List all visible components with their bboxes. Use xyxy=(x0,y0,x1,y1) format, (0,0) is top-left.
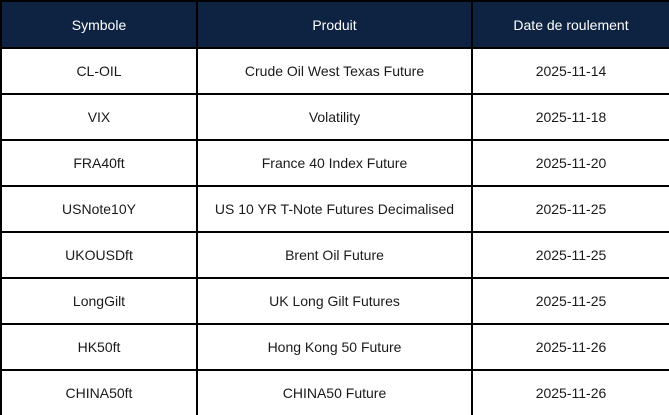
product-cell: US 10 YR T-Note Futures Decimalised xyxy=(196,185,473,233)
product-cell: Brent Oil Future xyxy=(196,231,473,279)
date-cell: 2025-11-25 xyxy=(471,277,669,325)
table-row: HK50ft Hong Kong 50 Future 2025-11-26 xyxy=(0,323,669,371)
date-cell: 2025-11-26 xyxy=(471,369,669,415)
date-cell: 2025-11-25 xyxy=(471,231,669,279)
table-row: UKOUSDft Brent Oil Future 2025-11-25 xyxy=(0,231,669,279)
date-cell: 2025-11-14 xyxy=(471,47,669,95)
header-row: Symbole Produit Date de roulement xyxy=(0,0,669,49)
product-cell: Volatility xyxy=(196,93,473,141)
date-cell: 2025-11-25 xyxy=(471,185,669,233)
table-row: CL-OIL Crude Oil West Texas Future 2025-… xyxy=(0,47,669,95)
symbol-cell: CL-OIL xyxy=(0,47,198,95)
table-row: FRA40ft France 40 Index Future 2025-11-2… xyxy=(0,139,669,187)
product-cell: France 40 Index Future xyxy=(196,139,473,187)
table-row: LongGilt UK Long Gilt Futures 2025-11-25 xyxy=(0,277,669,325)
table-row: USNote10Y US 10 YR T-Note Futures Decima… xyxy=(0,185,669,233)
table-header: Symbole Produit Date de roulement xyxy=(0,0,669,49)
symbol-cell: FRA40ft xyxy=(0,139,198,187)
symbol-cell: LongGilt xyxy=(0,277,198,325)
product-cell: CHINA50 Future xyxy=(196,369,473,415)
date-cell: 2025-11-20 xyxy=(471,139,669,187)
date-cell: 2025-11-18 xyxy=(471,93,669,141)
column-header-symbol: Symbole xyxy=(0,0,198,49)
symbol-cell: USNote10Y xyxy=(0,185,198,233)
symbol-cell: HK50ft xyxy=(0,323,198,371)
symbol-cell: UKOUSDft xyxy=(0,231,198,279)
product-cell: Crude Oil West Texas Future xyxy=(196,47,473,95)
column-header-rollover-date: Date de roulement xyxy=(471,0,669,49)
product-cell: Hong Kong 50 Future xyxy=(196,323,473,371)
symbol-cell: CHINA50ft xyxy=(0,369,198,415)
table-body: CL-OIL Crude Oil West Texas Future 2025-… xyxy=(0,47,669,415)
column-header-product: Produit xyxy=(196,0,473,49)
product-cell: UK Long Gilt Futures xyxy=(196,277,473,325)
table-row: CHINA50ft CHINA50 Future 2025-11-26 xyxy=(0,369,669,415)
date-cell: 2025-11-26 xyxy=(471,323,669,371)
symbol-cell: VIX xyxy=(0,93,198,141)
table-row: VIX Volatility 2025-11-18 xyxy=(0,93,669,141)
